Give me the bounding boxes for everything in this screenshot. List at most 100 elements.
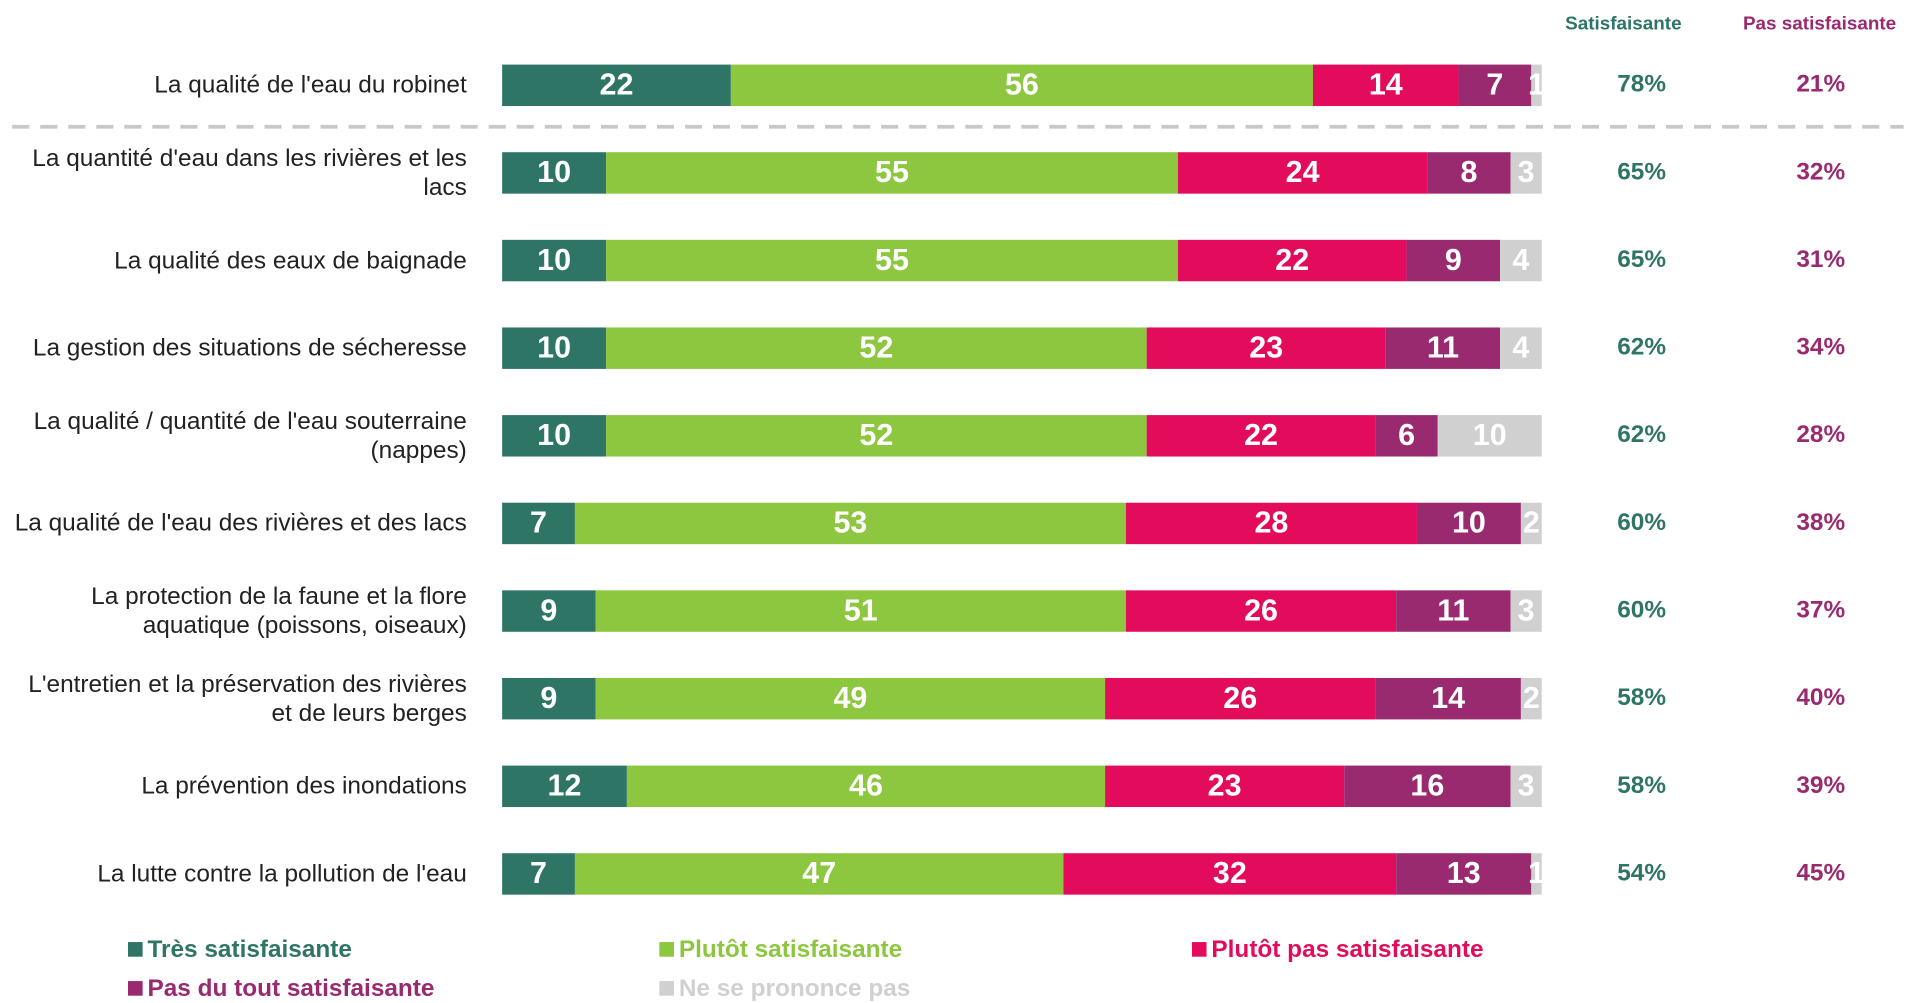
bar-value-label: 10 [537,330,571,364]
summary-value: 32% [1796,158,1845,185]
bar-segment [502,502,575,545]
bar-value-label: 10 [537,243,571,277]
summary-value: 62% [1617,334,1666,361]
summary-value: 40% [1796,684,1845,711]
bar-value-label: 4 [1512,243,1529,277]
bar-value-label: 10 [537,418,571,452]
bar-segment [626,765,1106,808]
bar-value-label: 22 [600,68,634,102]
summary-value: 58% [1617,772,1666,799]
bar-value-label: 52 [859,330,893,364]
category-label: La qualité de l'eau du robinet [154,71,467,99]
bar-segment [1105,677,1376,720]
category-label: L'entretien et la préservation des riviè… [28,670,467,727]
bar-value-label: 53 [833,506,867,540]
bar-segment [1531,64,1542,107]
bar-value-label: 10 [1452,506,1486,540]
bar-segment [1375,415,1438,457]
bar-value-label: 56 [1005,68,1039,102]
bar-value-label: 3 [1518,593,1535,627]
bar-segment [1500,327,1542,369]
legend-label: Ne se prononce pas [679,975,911,1002]
bar-segment [1375,677,1521,720]
summary-value: 45% [1796,859,1845,886]
bar-segment [1177,152,1428,194]
bar-segment [502,415,607,457]
bar-value-label: 12 [548,769,582,803]
bar-segment [1510,765,1542,808]
summary-value: 37% [1796,596,1845,623]
legend-swatch [659,942,674,957]
bar-value-label: 7 [530,506,547,540]
bar-segment [574,853,1064,895]
bar-value-label: 11 [1427,330,1459,364]
category-label: La prévention des inondations [141,772,467,800]
summary-value: 65% [1617,158,1666,185]
bar-segment [595,590,1126,632]
legend-label: Plutôt pas satisfaisante [1211,936,1483,963]
bar-segment [1125,502,1417,545]
category-label: La quantité d'eau dans les rivières et l… [32,144,467,201]
bar-value-label: 51 [844,593,878,627]
bar-value-label: 47 [802,856,836,890]
bar-value-label: 11 [1437,593,1469,627]
bar-segment [502,853,575,895]
bar-value-label: 52 [859,418,893,452]
bar-value-label: 14 [1431,681,1465,715]
bar-segment [1531,853,1542,895]
bar-value-label: 1 [1528,68,1545,102]
bar-segment [502,152,607,194]
bar-segment [1063,853,1397,895]
bar-value-label: 46 [849,769,883,803]
bar-value-label: 49 [833,681,867,715]
bar-segment [1146,415,1376,457]
bar-value-label: 10 [1473,418,1507,452]
legend-swatch [127,981,143,996]
bar-value-label: 14 [1369,68,1403,102]
summary-value: 58% [1617,684,1666,711]
bar-segment [502,327,607,369]
bar-segment [502,239,607,282]
bar-value-label: 32 [1213,856,1247,890]
category-label: La qualité des eaux de baignade [114,247,467,275]
bar-value-label: 10 [537,155,571,189]
bar-segment [1416,502,1521,545]
bar-value-label: 13 [1447,856,1481,890]
summary-value: 28% [1796,421,1845,448]
bar-value-label: 9 [540,593,557,627]
summary-header: Satisfaisante [1565,13,1681,34]
category-label: La qualité / quantité de l'eau souterrai… [33,407,467,464]
bar-segment [502,590,596,632]
category-label: La lutte contre la pollution de l'eau [97,860,467,888]
bar-value-label: 55 [875,155,909,189]
bar-value-label: 9 [540,681,557,715]
bar-segment [1344,765,1511,808]
summary-value: 62% [1617,421,1666,448]
legend-label: Plutôt satisfaisante [679,936,902,963]
bar-value-label: 8 [1460,155,1477,189]
summary-value: 31% [1796,246,1845,273]
legend-label: Pas du tout satisfaisante [147,975,434,1002]
bar-value-label: 24 [1286,155,1320,189]
bar-segment [595,677,1106,720]
summary-value: 65% [1617,246,1666,273]
bar-segment [1500,239,1542,282]
bar-segment [606,415,1147,457]
summary-value: 39% [1796,772,1845,799]
category-label: La qualité de l'eau des rivières et des … [14,509,467,537]
bar-value-label: 6 [1398,418,1415,452]
bar-value-label: 3 [1518,769,1535,803]
bar-segment [1510,152,1542,194]
bar-value-label: 1 [1528,856,1545,890]
summary-value: 21% [1796,71,1845,98]
bar-segment [1437,415,1542,457]
bar-segment [606,239,1178,282]
bar-segment [1510,590,1542,632]
summary-value: 78% [1617,71,1666,98]
bar-segment [1520,677,1542,720]
bar-value-label: 22 [1275,243,1309,277]
bar-segment [574,502,1126,545]
bar-value-label: 2 [1523,681,1540,715]
summary-value: 38% [1796,509,1845,536]
